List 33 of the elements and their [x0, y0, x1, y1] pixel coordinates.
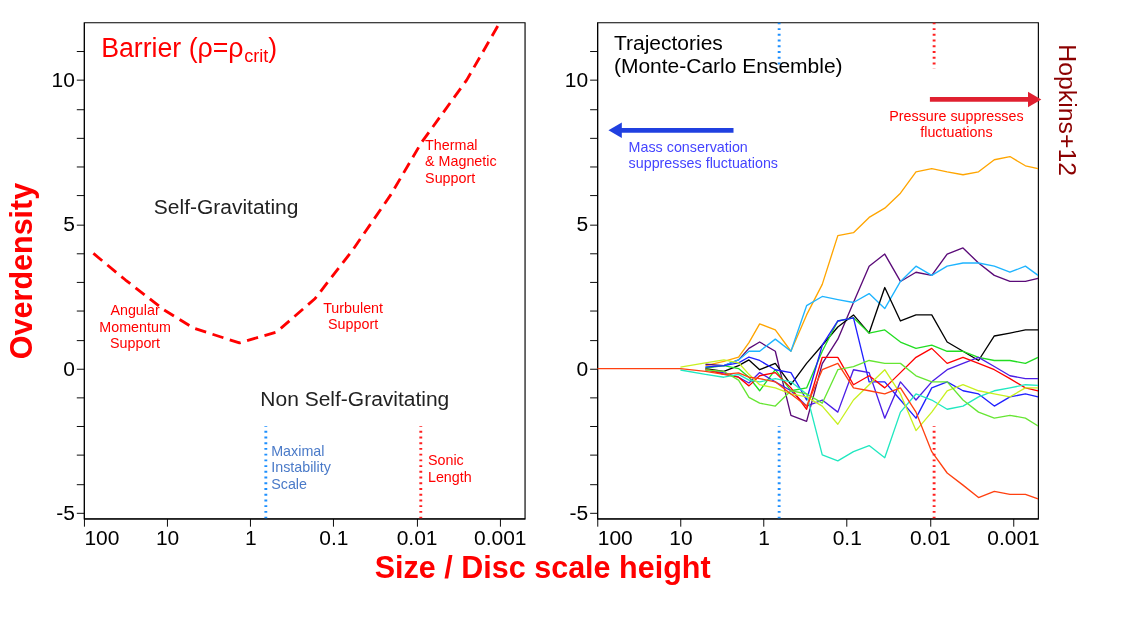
x-tick-label: 0.001 [987, 525, 1040, 549]
annotation: Angular Momentum Support [99, 302, 171, 351]
annotation: Thermal & Magnetic Support [425, 137, 497, 186]
annotation: Non Self-Gravitating [260, 386, 450, 410]
annotation: Maximal Instability Scale [271, 443, 332, 492]
annotation: Self-Gravitating [153, 194, 299, 218]
annotation: Sonic Length [427, 452, 472, 485]
x-tick-label: 0.1 [832, 525, 862, 549]
y-tick-label: 0 [576, 356, 589, 380]
x-tick-label: 1 [758, 525, 770, 549]
x-tick-label: 1 [244, 525, 257, 549]
x-tick-label: 0.001 [473, 525, 527, 549]
x-tick-label: 10 [155, 525, 180, 549]
y-tick-label: 0 [63, 356, 75, 380]
y-axis-title: Overdensity [3, 182, 39, 360]
y-tick-label: -5 [569, 500, 589, 524]
x-tick-label: 0.01 [396, 525, 438, 549]
text: Hopkins+12 [1054, 44, 1082, 177]
y-tick-label: 5 [576, 212, 589, 236]
y-tick-label: 10 [564, 68, 589, 92]
x-tick-label: 100 [84, 525, 120, 549]
x-tick-label: 0.01 [909, 525, 951, 549]
annotation: Turbulent Support [323, 299, 384, 333]
x-tick-label: 0.1 [319, 525, 349, 549]
x-tick-label: 100 [597, 525, 633, 549]
y-tick-label: -5 [56, 500, 75, 524]
annotation: Trajectories (Monte-Carlo Ensemble) [613, 31, 843, 78]
x-axis-title: Size / Disc scale height [374, 550, 711, 586]
y-tick-label: 5 [63, 212, 75, 236]
annotation: Pressure suppresses fluctuations [889, 108, 1024, 141]
annotation: Mass conservation suppresses fluctuations [628, 139, 779, 172]
x-tick-label: 10 [669, 525, 693, 549]
y-tick-label: 10 [51, 68, 75, 92]
